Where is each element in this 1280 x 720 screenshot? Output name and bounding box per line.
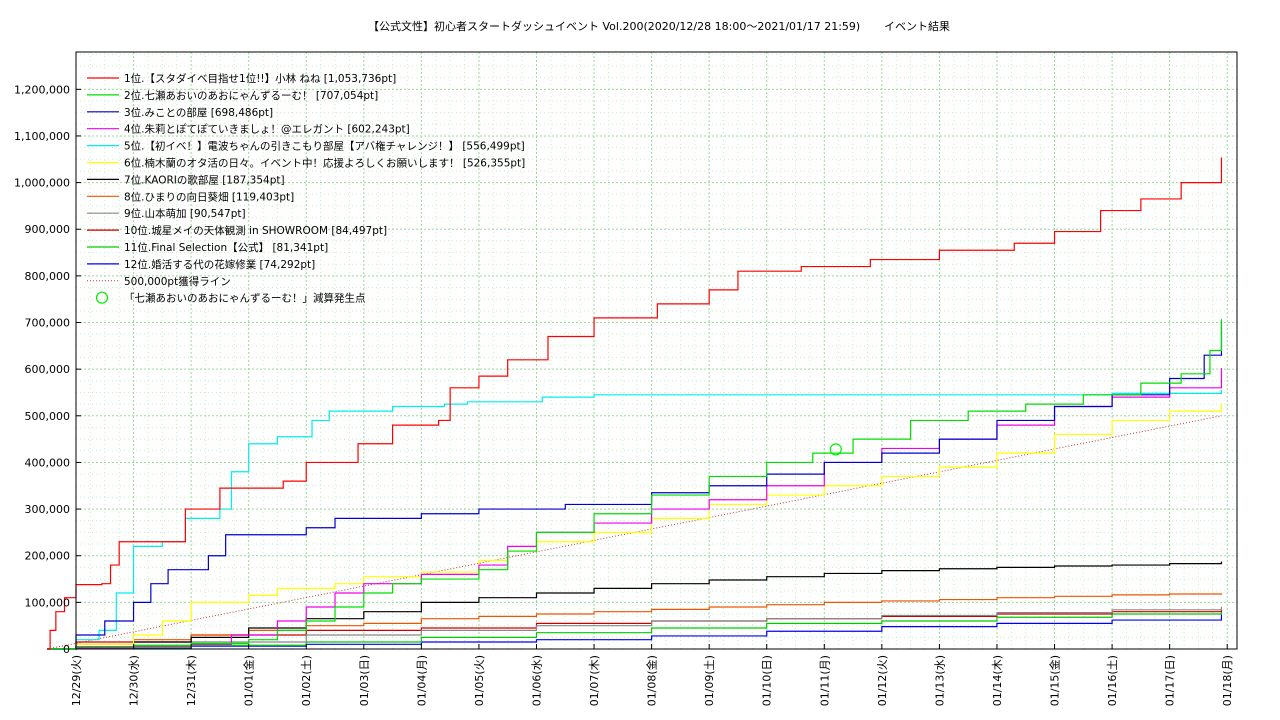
plot-frame bbox=[75, 51, 1238, 650]
legend-swatch-marker bbox=[95, 291, 109, 304]
legend-label-6: 6位.楠木蘭のオタ活の日々。イベント中！応援よろしくお願いします！ [526,3… bbox=[124, 157, 525, 170]
x-tick-label: 01/04(月) bbox=[415, 655, 428, 706]
y-tick-label: 1,000,000 bbox=[14, 177, 70, 190]
x-tick-label: 01/14(木) bbox=[991, 655, 1004, 706]
x-tick-label: 01/18(月) bbox=[1221, 655, 1234, 706]
x-tick-label: 01/11(月) bbox=[818, 655, 831, 706]
y-tick-label: 1,100,000 bbox=[14, 130, 70, 143]
y-axis: 0 100,000 200,000 300,000 400,000 500,000 600,… bbox=[14, 83, 81, 656]
series-line-5 bbox=[47, 389, 1223, 650]
x-tick-label: 01/02(土) bbox=[300, 655, 313, 706]
y-tick-label: 300,000 bbox=[25, 503, 71, 516]
x-tick-label: 01/03(日) bbox=[358, 655, 371, 706]
legend-label-12: 12位.婚活する代の花嫁修業 [74,292pt] bbox=[124, 258, 315, 271]
series-line-2 bbox=[47, 319, 1223, 650]
series-line-3 bbox=[47, 323, 1223, 650]
y-tick-label: 800,000 bbox=[25, 270, 71, 283]
legend-label-1: 1位.【スタダイベ目指せ1位!!】小林 ねね [1,053,736pt] bbox=[124, 72, 396, 85]
legend-label-5: 5位.【初イベ！】電波ちゃんの引きこもり部屋【アバ権チャレンジ！】 [556,4… bbox=[124, 140, 525, 153]
x-tick-label: 12/31(木) bbox=[185, 655, 198, 706]
chart-title: 【公式文性】初心者スタートダッシュイベント Vol.200(2020/12/28… bbox=[368, 19, 860, 33]
x-tick-label: 01/12(火) bbox=[876, 655, 889, 706]
series-line-7 bbox=[47, 561, 1223, 650]
y-tick-label: 0 bbox=[63, 643, 70, 656]
x-tick-label: 01/15(金) bbox=[1048, 655, 1062, 706]
legend-label-7: 7位.KAORIの歌部屋 [187,354pt] bbox=[124, 173, 285, 186]
series-line-9 bbox=[47, 606, 1223, 650]
x-tick-label: 01/16(土) bbox=[1106, 655, 1119, 706]
y-tick-label: 600,000 bbox=[25, 363, 71, 376]
legend-label-3: 3位.みことの部屋 [698,486pt] bbox=[124, 106, 273, 119]
x-tick-label: 01/05(火) bbox=[473, 655, 486, 706]
legend-label-4: 4位.朱莉とぽてぽていきましょ！@エレガント [602,243pt] bbox=[124, 123, 410, 136]
decrease-marker bbox=[829, 443, 842, 456]
y-tick-label: 400,000 bbox=[25, 456, 71, 469]
chart-title-suffix: イベント結果 bbox=[884, 19, 950, 33]
x-tick-label: 01/17(日) bbox=[1164, 655, 1177, 706]
marker-group bbox=[829, 443, 842, 456]
x-tick-label: 01/10(日) bbox=[761, 655, 774, 706]
series-line-1 bbox=[47, 157, 1223, 650]
y-tick-label: 700,000 bbox=[25, 317, 71, 330]
y-tick-label: 900,000 bbox=[25, 223, 71, 236]
x-tick-label: 12/29(火) bbox=[70, 655, 83, 706]
legend-label-10: 10位.城星メイの天体観測 in SHOWROOM [84,497pt] bbox=[124, 224, 387, 237]
legend-label-9: 9位.山本萌加 [90,547pt] bbox=[124, 207, 246, 220]
legend: 1位.【スタダイベ目指せ1位!!】小林 ねね [1,053,736pt] 2位.七… bbox=[87, 72, 525, 305]
legend-label-11: 11位.Final Selection【公式】 [81,341pt] bbox=[124, 241, 328, 254]
x-tick-label: 01/13(水) bbox=[933, 655, 946, 706]
series-line-8 bbox=[47, 593, 1223, 650]
legend-label-reference: 500,000pt獲得ライン bbox=[124, 275, 231, 288]
x-tick-label: 01/09(土) bbox=[703, 655, 716, 706]
legend-label-marker: 「七瀬あおいのあおにゃんずるーむ！」減算発生点 bbox=[124, 292, 366, 305]
y-tick-label: 1,200,000 bbox=[14, 83, 70, 96]
x-axis: 12/29(火) 12/30(水) 12/31(木) 01/01(金) 01/02(土)… bbox=[70, 644, 1234, 706]
y-tick-label: 500,000 bbox=[25, 410, 71, 423]
y-tick-label: 100,000 bbox=[25, 596, 71, 609]
y-tick-label: 200,000 bbox=[25, 550, 71, 563]
x-tick-label: 01/08(金) bbox=[645, 655, 659, 706]
legend-label-2: 2位.七瀬あおいのあおにゃんずるーむ！ [707,054pt] bbox=[124, 89, 378, 102]
x-tick-label: 01/01(金) bbox=[242, 655, 256, 706]
x-tick-label: 12/30(水) bbox=[128, 655, 141, 706]
legend-label-8: 8位.ひまりの向日葵畑 [119,403pt] bbox=[124, 190, 294, 203]
x-tick-label: 01/07(木) bbox=[588, 655, 601, 706]
x-tick-label: 01/06(水) bbox=[530, 655, 543, 706]
